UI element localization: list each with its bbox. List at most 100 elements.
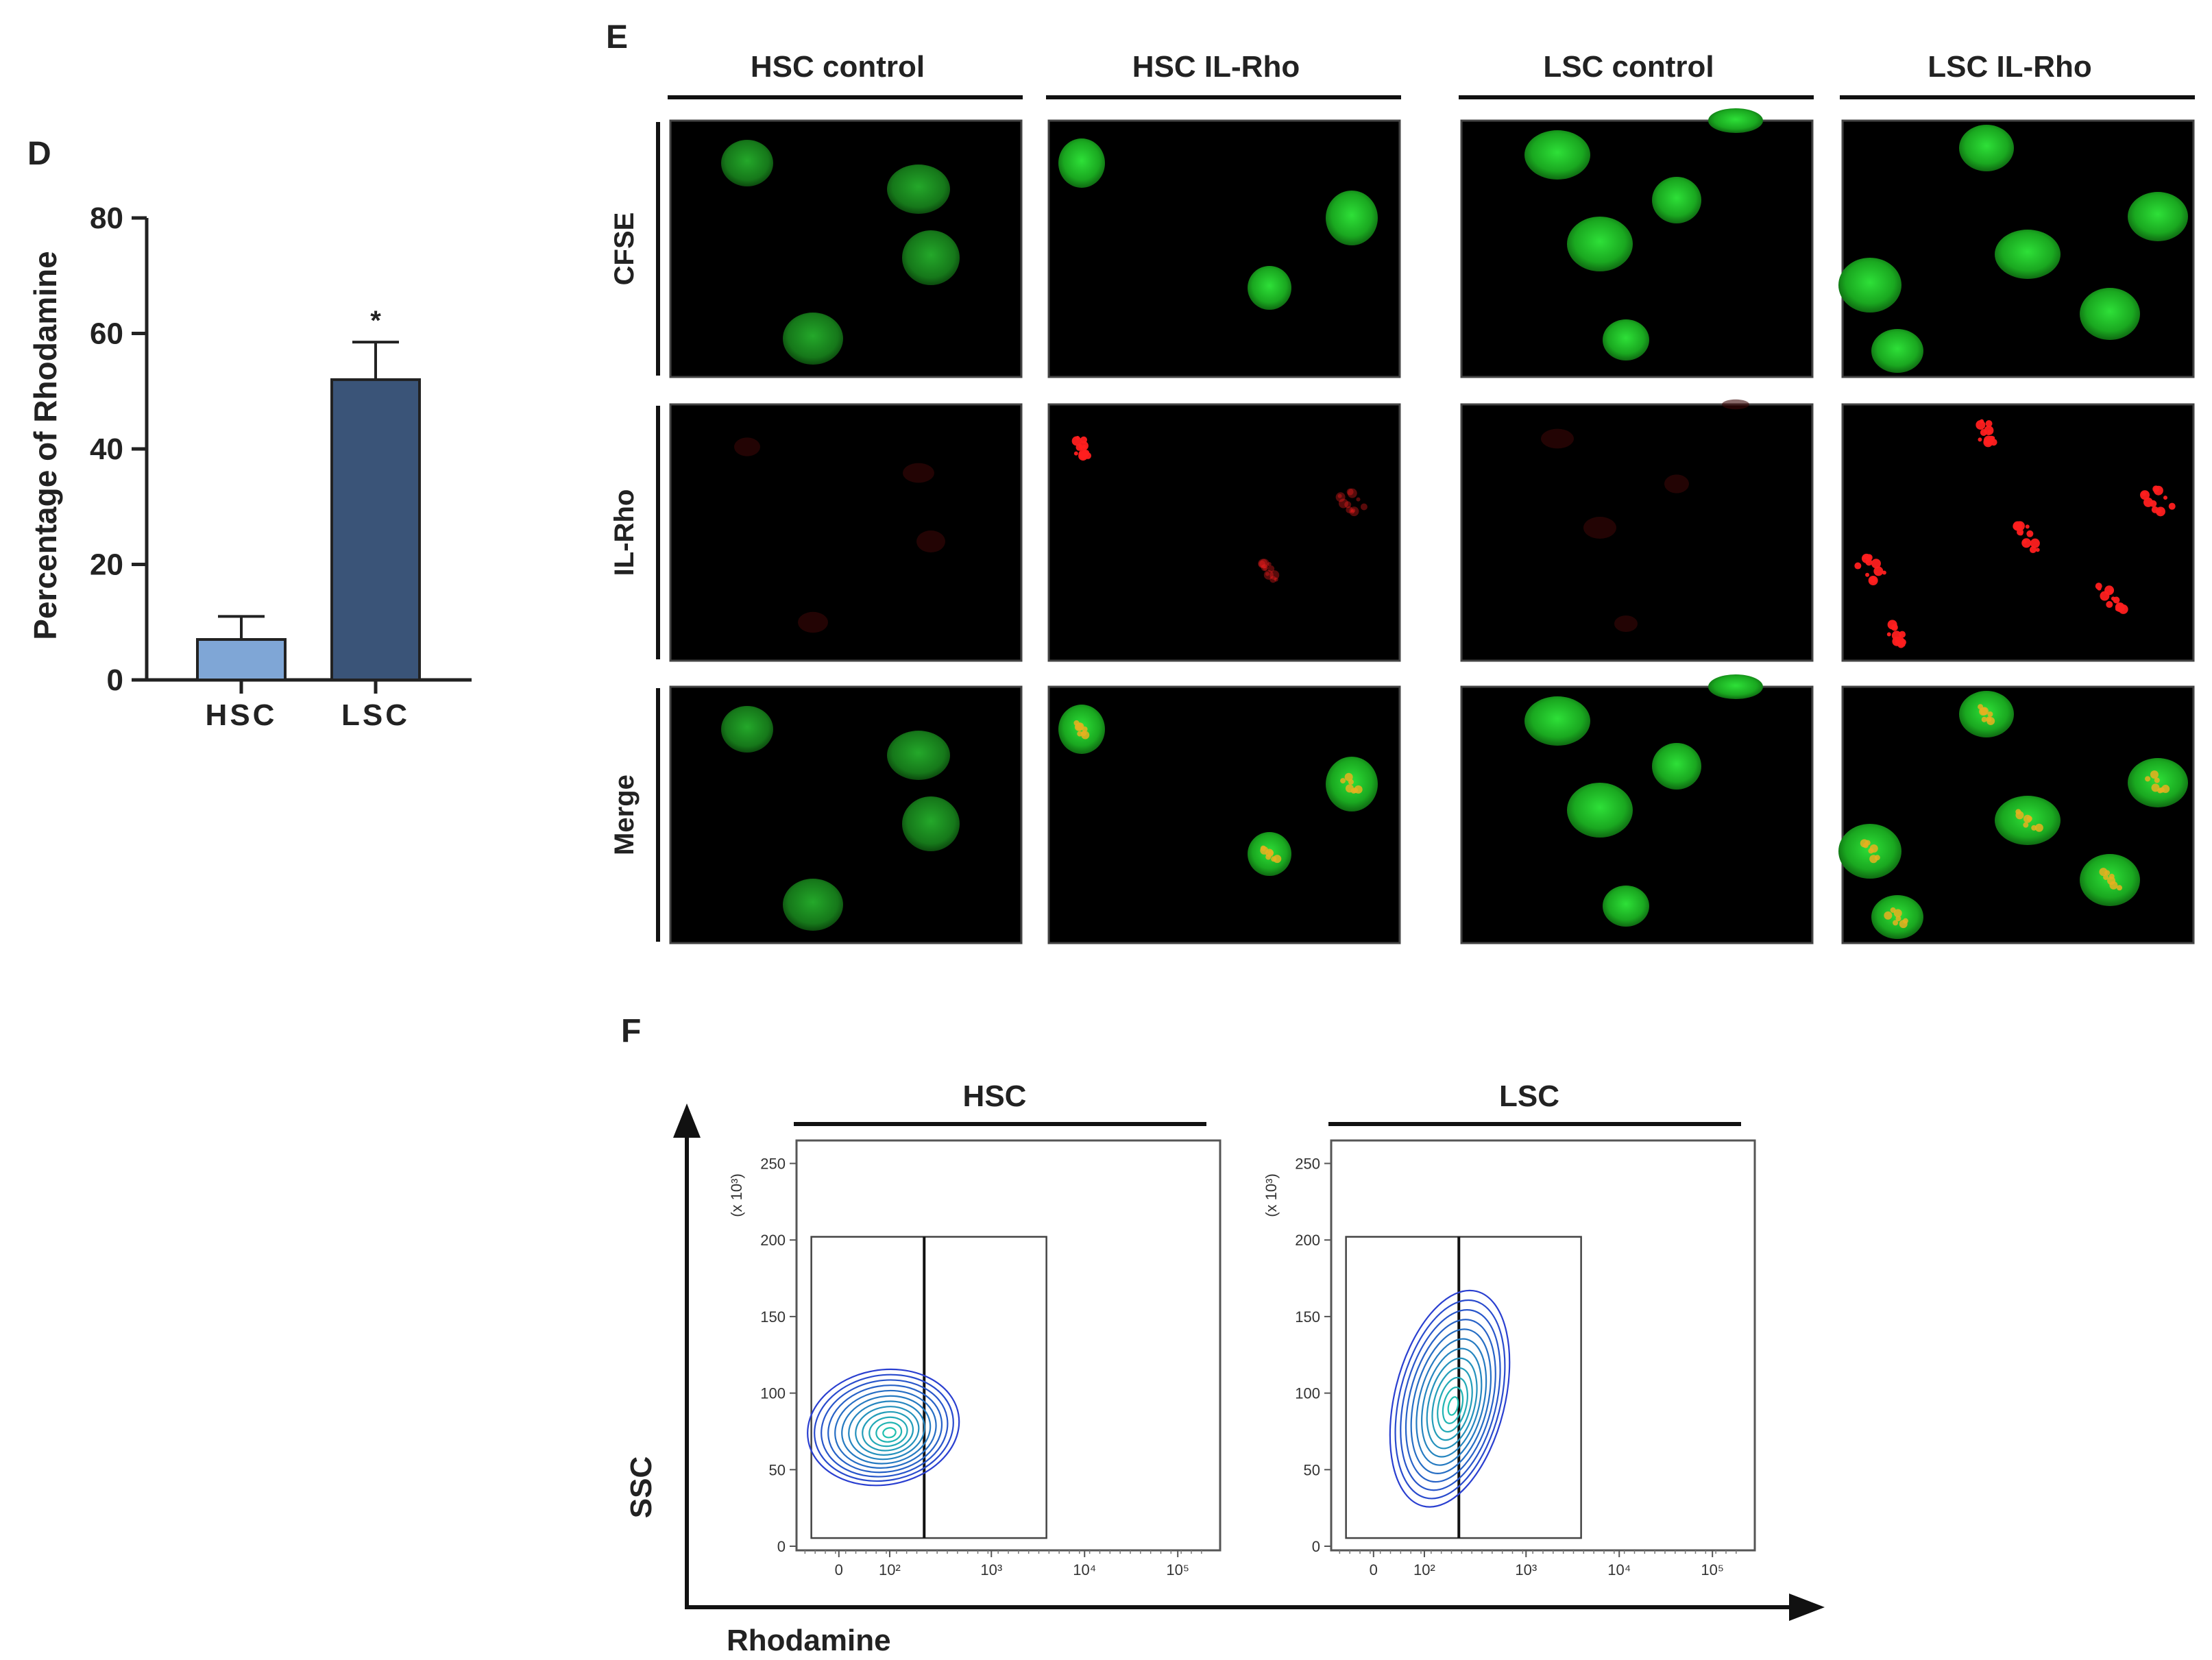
e-image-lsc-il-rho-merge <box>1838 685 2195 944</box>
f-x-tick-label: 10³ <box>980 1561 1002 1578</box>
e-rho-dot <box>1899 639 1906 646</box>
f-plot-frame <box>1330 1139 1756 1552</box>
f-contour-line <box>827 1384 943 1474</box>
e-rho-dot <box>1865 572 1870 577</box>
e-merge-dot <box>1345 784 1354 793</box>
e-merge-dot <box>2154 777 2160 783</box>
e-image-lsc-control-cfse <box>1460 108 1814 378</box>
f-contour-line <box>1405 1319 1496 1483</box>
e-merge-dot <box>2023 822 2029 828</box>
e-cell <box>1603 319 1649 361</box>
e-image-lsc-control-il-rho <box>1460 399 1814 662</box>
d-y-tick-label: 60 <box>90 317 123 351</box>
e-rho-dot <box>1263 570 1274 580</box>
e-rho-dot <box>1349 506 1359 517</box>
e-rho-dot <box>1983 435 1993 445</box>
d-significance-star: * <box>370 306 381 336</box>
e-rho-dot <box>2106 600 2113 608</box>
f-x-tick-label: 10⁵ <box>1166 1561 1189 1578</box>
e-merge-dot <box>1267 850 1274 856</box>
d-y-tick-label: 40 <box>90 432 123 466</box>
f-y-tick-label: 250 <box>1295 1156 1320 1173</box>
f-y-axis-label: SSC <box>624 1456 658 1518</box>
e-merge-dot <box>2159 787 2165 793</box>
e-merge-dot <box>1077 731 1083 737</box>
e-cell <box>1708 108 1763 133</box>
e-cell <box>902 796 960 851</box>
e-cell <box>783 313 843 365</box>
e-merge-dot <box>2109 881 2118 890</box>
e-rho-dot <box>2013 521 2023 531</box>
e-rho-dot <box>1350 509 1355 514</box>
e-rho-dot <box>2030 538 2040 548</box>
e-rho-dot <box>2019 531 2023 536</box>
panel-f: F SSC Rhodamine HSC (x 10³) 0 50 100 150 200 25… <box>621 1013 1825 1657</box>
f-contour-line <box>834 1389 937 1469</box>
e-column-header: LSC control <box>1543 50 1714 84</box>
e-rho-dot <box>1078 449 1089 459</box>
d-x-ticks: HSC LSC <box>206 680 407 732</box>
e-rho-dot <box>1985 420 1993 428</box>
e-rho-dot <box>1073 451 1078 456</box>
e-cell <box>783 879 843 931</box>
f-contour-line <box>841 1395 932 1465</box>
e-rho-faint <box>1583 517 1616 539</box>
e-rho-faint <box>734 437 760 456</box>
e-rho-dot <box>1984 426 1994 436</box>
e-image-hsc-il-rho-il-rho <box>1047 403 1401 662</box>
e-rho-dot <box>1356 497 1361 502</box>
e-rho-dot <box>1267 565 1275 572</box>
e-image-hsc-il-rho-cfse <box>1047 119 1401 378</box>
f-y-tick-label: 150 <box>1295 1308 1320 1326</box>
e-rho-dot <box>1269 576 1277 583</box>
f-contour-line <box>814 1374 954 1482</box>
e-cell <box>1995 230 2061 279</box>
e-merge-dot <box>1864 840 1871 846</box>
e-rho-dot <box>1274 577 1278 582</box>
e-cell <box>2080 288 2140 340</box>
e-rho-dot <box>1871 559 1881 569</box>
f-contour-line <box>868 1416 908 1448</box>
d-bar-hsc <box>196 638 287 682</box>
d-bar-lsc <box>330 378 421 682</box>
e-image-lsc-control-merge <box>1460 674 1814 944</box>
e-merge-dot <box>2099 868 2108 877</box>
f-contour-line <box>882 1427 897 1439</box>
e-merge-dot <box>1352 788 1359 794</box>
d-bars: * <box>196 306 421 682</box>
f-contour-line <box>1447 1396 1459 1416</box>
f-x-tick-label: 0 <box>1370 1561 1378 1578</box>
f-contour-line <box>1400 1309 1501 1491</box>
e-rho-dot <box>2140 490 2150 500</box>
f-plot-hsc: HSC (x 10³) 0 50 100 150 200 250 0 10² 10³ 10⁴ 10⁵ <box>728 1079 1222 1578</box>
e-rho-dot <box>2026 530 2034 537</box>
f-contour-line <box>1437 1376 1468 1433</box>
e-rho-dot <box>1854 562 1862 570</box>
e-merge-dot <box>2145 776 2151 782</box>
e-rho-dot <box>1346 488 1354 496</box>
f-x-tick-label: 10² <box>1413 1561 1435 1578</box>
e-rho-dot <box>2157 508 2162 513</box>
f-plot-title: HSC <box>963 1079 1027 1113</box>
e-merge-dot <box>1980 707 1989 716</box>
d-x-tick-label: HSC <box>206 698 278 732</box>
e-rho-dot <box>1267 561 1272 566</box>
f-y-scale-label: (x 10³) <box>728 1173 745 1217</box>
e-rho-dot <box>1075 435 1080 440</box>
f-contour-line <box>1442 1387 1464 1424</box>
f-contour-line <box>855 1406 920 1456</box>
e-rho-dot <box>1261 564 1268 572</box>
e-rho-dot <box>1078 441 1089 451</box>
e-rho-dot <box>1337 493 1342 498</box>
e-merge-dot <box>1895 916 1901 922</box>
f-x-tick-label: 10³ <box>1515 1561 1537 1578</box>
f-y-tick-label: 250 <box>760 1156 786 1173</box>
e-rho-faint <box>1614 615 1638 632</box>
f-plot-frame <box>795 1139 1222 1552</box>
f-contour-line <box>821 1379 949 1478</box>
e-rho-dot <box>2168 502 2176 510</box>
e-cell <box>1871 329 1923 373</box>
e-cell <box>887 731 950 780</box>
e-rho-dot <box>2111 596 2115 601</box>
